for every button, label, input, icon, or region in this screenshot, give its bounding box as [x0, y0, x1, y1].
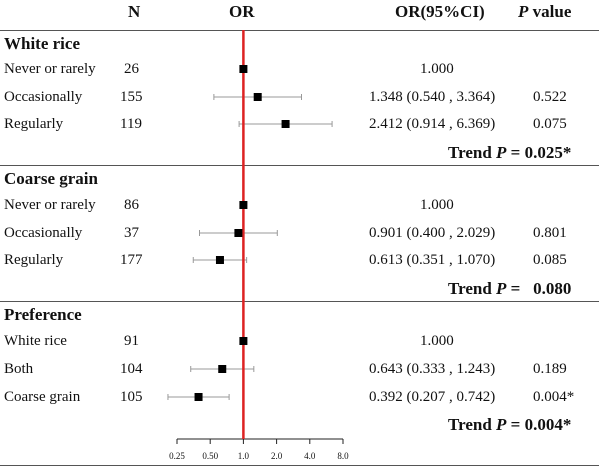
trend-p-white-rice: Trend P = 0.025* [448, 143, 571, 163]
row-label: Both [4, 361, 34, 377]
trend-p-letter: P [496, 143, 507, 162]
row-n: 26 [124, 61, 139, 77]
row-p-value: 0.075 [533, 116, 567, 132]
row-p-value: 0.004* [533, 389, 575, 405]
row-label: Regularly [4, 252, 64, 268]
trend-p-letter: P [496, 279, 507, 298]
row-label: Never or rarely [4, 197, 96, 213]
or-point-marker [281, 120, 290, 128]
or-point-marker [239, 65, 248, 73]
row-or-ci: 1.348 (0.540 , 3.364) [369, 89, 496, 105]
trend-p-letter: P [496, 415, 507, 434]
x-tick-label: 1.0 [238, 451, 250, 461]
row-label: Regularly [4, 116, 64, 132]
row-n: 37 [124, 225, 139, 241]
x-tick-label: 8.0 [337, 451, 349, 461]
x-tick-label: 2.0 [271, 451, 283, 461]
row-n: 105 [120, 389, 143, 405]
or-point-marker [194, 393, 203, 401]
row-n: 91 [124, 333, 139, 349]
x-tick-label: 4.0 [304, 451, 316, 461]
row-or-ci: 0.643 (0.333 , 1.243) [369, 361, 496, 377]
group-divider [0, 165, 599, 166]
row-label: Coarse grain [4, 389, 81, 405]
header-p-rest: value [528, 2, 572, 21]
row-p-value: 0.522 [533, 89, 567, 105]
trend-value: = 0.025* [506, 143, 572, 162]
header-p-letter: P [518, 2, 529, 21]
row-label: Occasionally [4, 89, 83, 105]
header-p-value: P value [518, 2, 571, 22]
trend-prefix: Trend [448, 279, 497, 298]
header-or-ci: OR(95%CI) [395, 2, 485, 21]
or-point-marker [239, 337, 248, 345]
trend-value: = 0.080 [506, 279, 572, 298]
or-point-marker [215, 256, 224, 264]
row-or-ci: 1.000 [420, 333, 454, 349]
row-or-ci: 0.901 (0.400 , 2.029) [369, 225, 496, 241]
x-tick-label: 0.50 [202, 451, 218, 461]
or-point-marker [253, 93, 262, 101]
row-label: Occasionally [4, 225, 83, 241]
or-point-marker [218, 365, 227, 373]
row-or-ci: 0.392 (0.207 , 0.742) [369, 389, 496, 405]
group-title-preference: Preference [4, 305, 82, 324]
row-p-value: 0.085 [533, 252, 567, 268]
row-n: 86 [124, 197, 139, 213]
trend-prefix: Trend [448, 143, 497, 162]
row-or-ci: 1.000 [420, 197, 454, 213]
trend-value: = 0.004* [506, 415, 572, 434]
group-divider [0, 301, 599, 302]
group-title-coarse-grain: Coarse grain [4, 169, 98, 188]
or-point-marker [239, 201, 248, 209]
row-n: 119 [120, 116, 142, 132]
trend-prefix: Trend [448, 415, 497, 434]
row-or-ci: 0.613 (0.351 , 1.070) [369, 252, 496, 268]
header-divider [0, 30, 599, 31]
row-n: 177 [120, 252, 143, 268]
row-n: 104 [120, 361, 143, 377]
row-or-ci: 1.000 [420, 61, 454, 77]
header-or: OR [229, 2, 255, 21]
row-p-value: 0.801 [533, 225, 567, 241]
row-p-value: 0.189 [533, 361, 567, 377]
row-or-ci: 2.412 (0.914 , 6.369) [369, 116, 496, 132]
row-label: Never or rarely [4, 61, 96, 77]
header-n: N [128, 2, 141, 21]
bottom-divider [0, 465, 599, 466]
row-n: 155 [120, 89, 143, 105]
trend-p-preference: Trend P = 0.004* [448, 415, 571, 435]
or-point-marker [234, 229, 243, 237]
x-tick-label: 0.25 [169, 451, 185, 461]
trend-p-coarse-grain: Trend P = 0.080 [448, 279, 571, 299]
group-title-white-rice: White rice [4, 34, 80, 53]
row-label: White rice [4, 333, 67, 349]
